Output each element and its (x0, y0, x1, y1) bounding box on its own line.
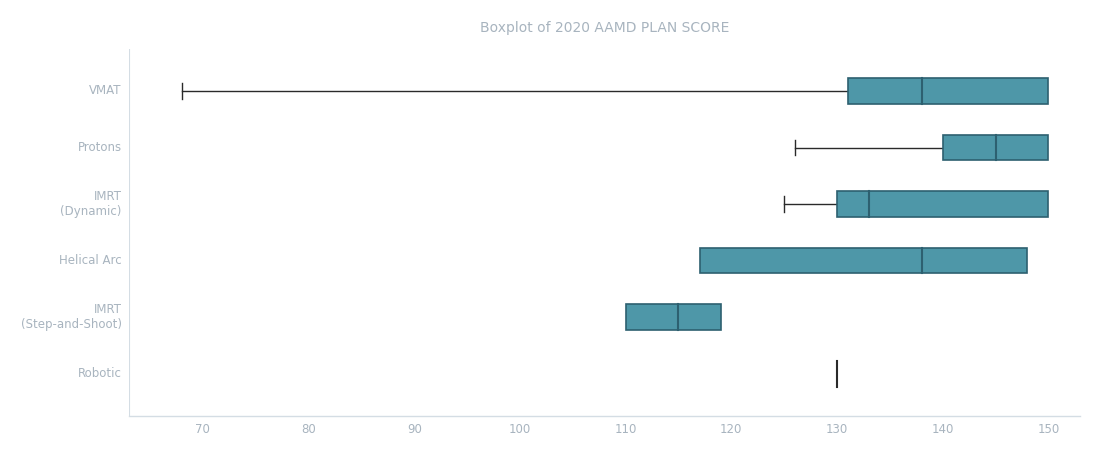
Bar (699, 248, 1027, 273)
Bar (837, 191, 1048, 217)
Bar (942, 135, 1048, 160)
Bar (625, 304, 721, 330)
Title: Boxplot of 2020 AAMD PLAN SCORE: Boxplot of 2020 AAMD PLAN SCORE (480, 21, 729, 35)
Bar (848, 78, 1048, 104)
